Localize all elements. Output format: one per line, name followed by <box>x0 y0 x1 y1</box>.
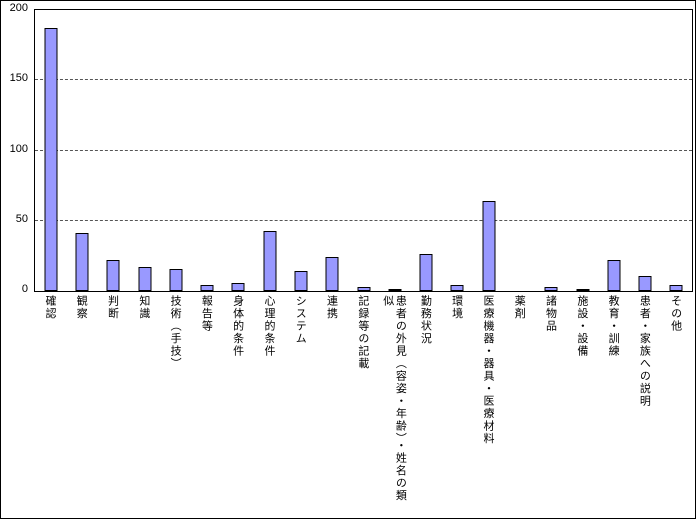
plot-area <box>34 9 693 292</box>
bar-2 <box>106 260 120 291</box>
bar-16 <box>544 286 558 291</box>
x-category-label-19: 患者・家族への説明 <box>638 295 651 408</box>
bar-9 <box>325 257 339 291</box>
bar-6 <box>231 282 245 291</box>
y-axis: 0 50 100 150 200 <box>1 1 30 518</box>
x-category-label-1: 観察 <box>75 295 88 320</box>
x-category-label-20: その他 <box>669 295 682 333</box>
bar-11 <box>388 289 402 291</box>
bar-0 <box>44 28 58 291</box>
x-category-label-14: 医療機器・器具・医療材料 <box>481 295 494 445</box>
y-tick-label-50: 50 <box>15 212 28 225</box>
x-category-label-4: 技術（手技） <box>169 295 182 370</box>
y-tick-label-200: 200 <box>9 2 28 14</box>
x-category-label-17: 施設・設備 <box>575 295 588 358</box>
gridline-150 <box>35 79 692 81</box>
x-axis: 確認 観察 判断 知識 技術（手技） 報告等 身体的条件 心理的条件 システム 連携 記録等の記載患… <box>34 293 691 518</box>
bar-14 <box>482 201 496 291</box>
bar-7 <box>263 230 277 291</box>
bar-19 <box>638 275 652 291</box>
bar-4 <box>169 268 183 291</box>
x-category-label-11: 患者の外見（容姿・年齢）・姓名の類似 <box>381 295 407 502</box>
x-category-label-0: 確認 <box>43 295 56 320</box>
bar-20 <box>669 285 683 291</box>
x-category-label-10: 記録等の記載 <box>356 295 369 370</box>
y-tick-label-150: 150 <box>9 72 28 85</box>
bar-13 <box>450 285 464 291</box>
x-category-label-8: システム <box>294 295 307 345</box>
gridline-100 <box>35 149 692 151</box>
bar-17 <box>576 289 589 291</box>
x-category-label-12: 勤務状況 <box>419 295 432 345</box>
x-category-label-2: 判断 <box>106 295 119 320</box>
x-category-label-6: 身体的条件 <box>231 295 244 358</box>
x-category-label-3: 知識 <box>137 295 150 320</box>
y-tick-label-0: 0 <box>21 283 28 295</box>
x-category-label-16: 諸物品 <box>544 295 557 333</box>
gridline-50 <box>35 219 692 221</box>
x-category-label-13: 環境 <box>450 295 463 320</box>
x-category-label-18: 教育・訓練 <box>607 295 620 358</box>
bar-18 <box>607 260 621 291</box>
bar-8 <box>294 271 308 291</box>
bar-10 <box>357 286 370 291</box>
y-tick-label-100: 100 <box>9 142 28 155</box>
bar-1 <box>75 233 89 291</box>
x-category-label-7: 心理的条件 <box>262 295 275 358</box>
x-category-label-15: 薬剤 <box>513 295 526 320</box>
bar-12 <box>419 254 433 291</box>
x-category-label-9: 連携 <box>325 295 338 320</box>
bar-3 <box>138 267 151 291</box>
bar-5 <box>200 285 214 291</box>
x-category-label-5: 報告等 <box>200 295 213 333</box>
